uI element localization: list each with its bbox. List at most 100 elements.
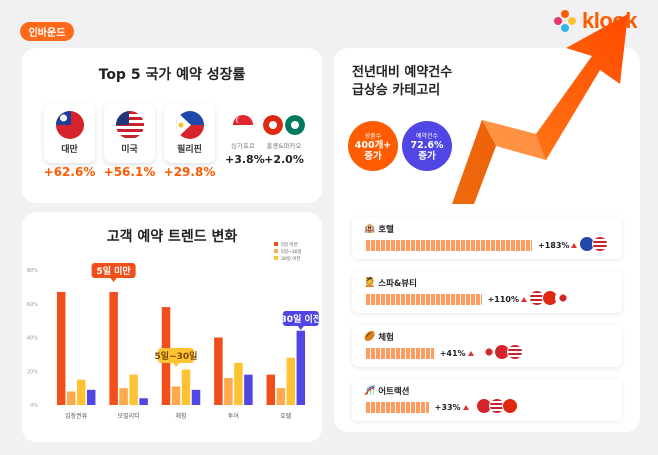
bar (171, 386, 181, 405)
category-hotel: 🏨 호텔 +183% (352, 217, 622, 259)
category-growth: +33% (435, 403, 469, 412)
up-triangle-icon (462, 405, 469, 410)
surge-title-line2: 급상승 카테고리 (352, 83, 441, 98)
category-name: 스파&뷰티 (378, 279, 417, 289)
category-growth-bar (366, 294, 482, 305)
country-philippines: 필리핀 +29.8% (164, 103, 215, 179)
category-growth-value: +110% (487, 295, 520, 304)
category-growth-value: +183% (538, 241, 570, 250)
category-experience: 🏉 체험 +41% (352, 325, 622, 367)
surge-card: 전년대비 예약건수 급상승 카테고리 상품수 400개+ 증가 예약건수 72.… (334, 48, 640, 432)
klook-logo-icon (554, 10, 576, 32)
callout-5-30days-bg (158, 348, 194, 363)
surge-title: 전년대비 예약건수 급상승 카테고리 (352, 64, 512, 100)
country-growth: +56.1% (103, 165, 156, 179)
hotel-icon: 🏨 (364, 224, 376, 234)
philippines-flag-icon (175, 111, 204, 139)
x-tick-label: 모빌리티 (118, 412, 140, 420)
usa-flag-icon (592, 236, 608, 252)
bar (66, 391, 76, 405)
singapore-flag-icon (233, 115, 253, 135)
experience-icon: 🏉 (364, 332, 376, 342)
y-tick-label: 20% (27, 369, 38, 375)
legend-swatch (274, 242, 278, 246)
up-triangle-icon (467, 351, 474, 356)
bar (76, 379, 86, 405)
x-tick-label: 체험 (175, 412, 186, 420)
bar (286, 357, 296, 405)
macau-flag-icon (285, 115, 305, 135)
taiwan-flag-icon (55, 111, 84, 139)
circle-value-sub: 증가 (364, 150, 382, 162)
trend-card: 고객 예약 트렌드 변화 0% 20% 40% 60% 80% 5일 미만 5일~30일 30… (22, 212, 322, 442)
bar (86, 389, 96, 405)
category-spa: 💆 스파&뷰티 +110% (352, 271, 622, 313)
circle-value: 72.6% (410, 139, 444, 151)
surge-title-line1: 전년대비 예약건수 (352, 65, 453, 80)
callout-5days-label: 5일 미만 (96, 265, 131, 277)
category-name: 호텔 (378, 225, 394, 235)
category-growth: +183% (538, 241, 578, 250)
callout-30days-bg (282, 311, 319, 326)
category-growth-bar (366, 240, 532, 251)
category-flags (480, 344, 523, 360)
country-growth: +3.8% (225, 153, 265, 166)
trend-title: 고객 예약 트렌드 변화 (106, 229, 238, 245)
bar (234, 362, 243, 405)
japan-flag-icon (554, 290, 571, 306)
category-growth: +110% (487, 295, 528, 304)
callout-5days-bg (91, 263, 136, 278)
y-tick-label: 80% (27, 268, 38, 274)
country-hongkong-macau: 홍콩&마카오 +2.0% (262, 115, 306, 166)
products-circle: 상품수 400개+ 증가 (348, 121, 398, 171)
callout-5-30days-pointer (173, 363, 179, 367)
klook-logo-text: klook (582, 8, 637, 33)
inbound-badge: 인바운드 (20, 22, 74, 41)
up-triangle-icon (521, 297, 528, 302)
x-tick-label: 투어 (228, 412, 239, 420)
country-name: 홍콩&마카오 (266, 142, 302, 150)
country-singapore: 싱가포르 +3.8% (225, 115, 265, 166)
bar (109, 291, 118, 405)
circle-label: 상품수 (364, 132, 382, 140)
category-label: 🎢 어트랙션 (364, 385, 410, 397)
category-growth-value: +41% (439, 349, 466, 358)
category-growth-bar (366, 402, 429, 413)
bar (224, 378, 233, 405)
hongkong-flag-icon (263, 115, 283, 135)
usa-flag-icon (506, 344, 523, 360)
category-flags (579, 236, 608, 252)
klook-logo: klook (552, 8, 637, 34)
category-label: 💆 스파&뷰티 (364, 277, 417, 289)
country-name: 싱가포르 (231, 142, 255, 150)
top5-title: Top 5 국가 예약 성장률 (98, 67, 246, 83)
bar (129, 374, 138, 405)
y-tick-label: 60% (27, 302, 38, 308)
bar (244, 374, 253, 405)
bar (139, 398, 148, 405)
bar (276, 388, 286, 405)
legend-swatch (274, 249, 278, 253)
legend-label: 5일 미만 (281, 241, 298, 248)
bookings-circle: 예약건수 72.6% 증가 (402, 121, 452, 171)
circle-value: 400개+ (354, 139, 392, 151)
callout-5-30days-label: 5일~30일 (155, 350, 198, 362)
attraction-icon: 🎢 (364, 386, 376, 396)
callout-30days-pointer (297, 326, 304, 330)
hongkong-flag-icon (501, 398, 518, 414)
category-name: 체험 (378, 333, 394, 343)
category-label: 🏨 호텔 (364, 223, 394, 235)
country-taiwan: 대만 +62.6% (44, 103, 95, 179)
legend-swatch (274, 256, 278, 260)
legend-label: 5일~30일 (281, 248, 302, 255)
bar (214, 337, 223, 405)
country-usa: 미국 +56.1% (104, 103, 155, 179)
country-name: 대만 (61, 145, 78, 155)
circle-value-sub: 증가 (418, 150, 436, 162)
country-growth: +62.6% (43, 165, 96, 179)
legend-label: 30일 이전 (281, 255, 301, 262)
callout-5days-pointer (110, 278, 117, 282)
y-tick-label: 0% (30, 403, 38, 409)
bar (181, 369, 191, 405)
